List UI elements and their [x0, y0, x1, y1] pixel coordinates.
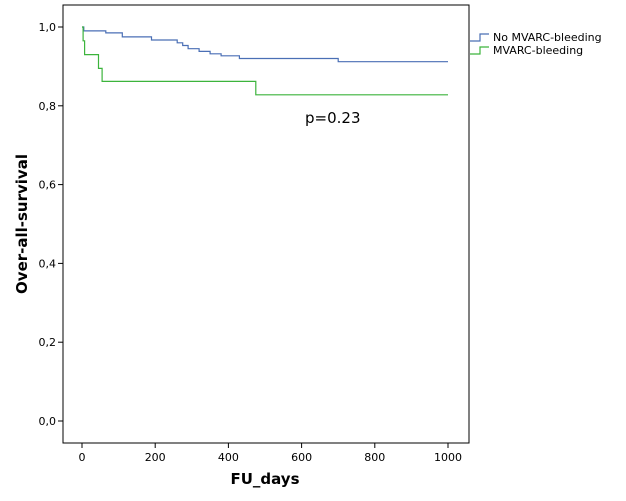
x-tick-label: 1000	[434, 451, 462, 464]
x-axis-title: FU_days	[230, 470, 299, 488]
x-axis-ticks: 0 200 400 600 800 1000	[79, 443, 462, 464]
legend-swatch	[470, 46, 489, 55]
y-tick-label: 1,0	[39, 21, 57, 34]
legend-label: No MVARC-bleeding	[493, 31, 602, 44]
y-axis-ticks: 0,0 0,2 0,4 0,6 0,8 1,0	[39, 21, 63, 428]
x-tick-label: 600	[291, 451, 312, 464]
y-tick-label: 0,0	[39, 415, 57, 428]
legend-swatch	[470, 33, 489, 42]
x-tick-label: 0	[79, 451, 86, 464]
x-tick-label: 200	[145, 451, 166, 464]
y-tick-label: 0,2	[39, 336, 57, 349]
plot-frame	[62, 4, 470, 444]
y-tick-label: 0,4	[39, 257, 57, 270]
y-axis-title: Over-all-survival	[13, 154, 31, 294]
p-value-annotation: p=0.23	[305, 109, 361, 127]
series-line-no-mvarc-bleeding	[82, 26, 448, 63]
legend-label: MVARC-bleeding	[493, 44, 583, 57]
x-tick-label: 800	[364, 451, 385, 464]
series-layer	[82, 26, 448, 96]
x-tick-label: 400	[218, 451, 239, 464]
y-tick-label: 0,6	[39, 179, 57, 192]
series-line-mvarc-bleeding	[82, 26, 448, 96]
y-tick-label: 0,8	[39, 100, 57, 113]
